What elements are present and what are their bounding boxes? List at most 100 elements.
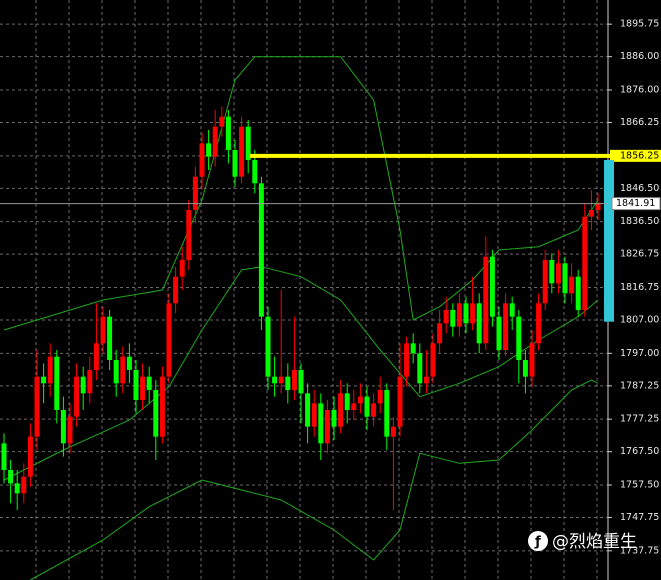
- y-tick-label: 1807.00: [620, 315, 659, 326]
- candle-body: [54, 356, 60, 410]
- watermark: ƒ @烈焰重生: [528, 531, 637, 552]
- candle-body: [463, 303, 469, 324]
- candle-body: [555, 263, 561, 284]
- candle-body: [140, 376, 146, 400]
- band-line: [3, 56, 599, 331]
- range-bar: [604, 160, 614, 322]
- candle-body: [126, 356, 132, 370]
- candle-body: [179, 260, 185, 277]
- y-tick-label: 1846.50: [620, 183, 659, 194]
- y-tick-label: 1816.75: [620, 282, 659, 293]
- candle-body: [305, 393, 311, 427]
- y-tick-label: 1757.50: [620, 480, 659, 491]
- candle-body: [67, 416, 73, 444]
- y-tick-label: 1886.00: [620, 51, 659, 62]
- candle-body: [503, 303, 509, 350]
- candle-body: [588, 210, 594, 217]
- y-tick-label: 1895.75: [620, 19, 659, 30]
- candle-body: [265, 316, 271, 377]
- candle-body: [1, 443, 7, 470]
- candle-body: [285, 376, 291, 390]
- candle-body: [192, 176, 198, 210]
- candle-body: [159, 376, 165, 437]
- candle-body: [417, 353, 423, 384]
- last-price-label: 1841.91: [616, 198, 655, 209]
- candle-body: [397, 376, 403, 427]
- candle-body: [331, 410, 337, 427]
- candle-body: [582, 216, 588, 310]
- candle-body: [437, 323, 443, 344]
- candle-body: [93, 343, 99, 370]
- candle-body: [41, 376, 47, 384]
- candle-body: [516, 316, 522, 360]
- candle-body: [120, 356, 126, 384]
- candle-body: [173, 276, 179, 304]
- candle-body: [324, 410, 330, 444]
- band-line: [30, 379, 599, 580]
- candle-body: [344, 393, 350, 410]
- y-tick-label: 1787.25: [620, 380, 659, 391]
- candle-body: [450, 310, 456, 327]
- candle-body: [107, 316, 113, 360]
- candle-body: [166, 303, 172, 377]
- candle-body: [595, 203, 601, 210]
- candle-body: [364, 396, 370, 417]
- candle-body: [34, 376, 40, 437]
- watermark-icon-glyph: ƒ: [534, 535, 541, 550]
- y-tick-label: 1866.25: [620, 117, 659, 128]
- candle-body: [390, 426, 396, 437]
- candle-body: [272, 376, 278, 384]
- candle-body: [318, 403, 324, 444]
- candle-body: [443, 310, 449, 324]
- y-tick-label: 1747.75: [620, 512, 659, 523]
- candle-body: [423, 376, 429, 384]
- candle-body: [377, 390, 383, 404]
- y-tick-label: 1836.50: [620, 216, 659, 227]
- candle-body: [219, 116, 225, 127]
- candle-body: [232, 150, 238, 177]
- candle-body: [100, 316, 106, 344]
- candle-body: [529, 343, 535, 377]
- candle-body: [245, 126, 251, 160]
- candle-body: [456, 303, 462, 327]
- candle-body: [74, 376, 80, 417]
- watermark-icon: [528, 531, 548, 551]
- watermark-text: @烈焰重生: [552, 532, 637, 552]
- candle-body: [384, 390, 390, 437]
- candle-body: [212, 126, 218, 157]
- candle-body: [509, 303, 515, 317]
- y-tick-label: 1797.00: [620, 348, 659, 359]
- candle-body: [80, 376, 86, 394]
- candle-body: [536, 303, 542, 344]
- candle-body: [357, 396, 363, 404]
- candle-body: [575, 276, 581, 310]
- candle-body: [47, 356, 53, 384]
- candle-body: [252, 160, 258, 184]
- y-tick-label: 1826.75: [620, 249, 659, 260]
- candle-body: [522, 360, 528, 377]
- candle-body: [489, 256, 495, 317]
- candle-body: [569, 276, 575, 294]
- candle-body: [60, 410, 66, 444]
- candle-body: [21, 476, 27, 494]
- candle-body: [476, 303, 482, 344]
- candle-body: [239, 126, 245, 177]
- candle-body: [87, 370, 93, 394]
- candle-body: [549, 260, 555, 284]
- candle-body: [410, 343, 416, 354]
- candle-body: [338, 393, 344, 427]
- candle-body: [27, 436, 33, 477]
- candle-body: [8, 470, 14, 484]
- y-tick-label: 1876.00: [620, 85, 659, 96]
- candle-body: [298, 370, 304, 394]
- level-label-bg: [610, 149, 661, 162]
- candle-body: [371, 403, 377, 417]
- y-tick-label: 1856.25: [620, 150, 659, 161]
- candle-body: [404, 343, 410, 377]
- candle-body: [186, 210, 192, 260]
- y-tick-label: 1737.75: [620, 545, 659, 556]
- candle-body: [278, 376, 284, 384]
- candle-body: [430, 343, 436, 377]
